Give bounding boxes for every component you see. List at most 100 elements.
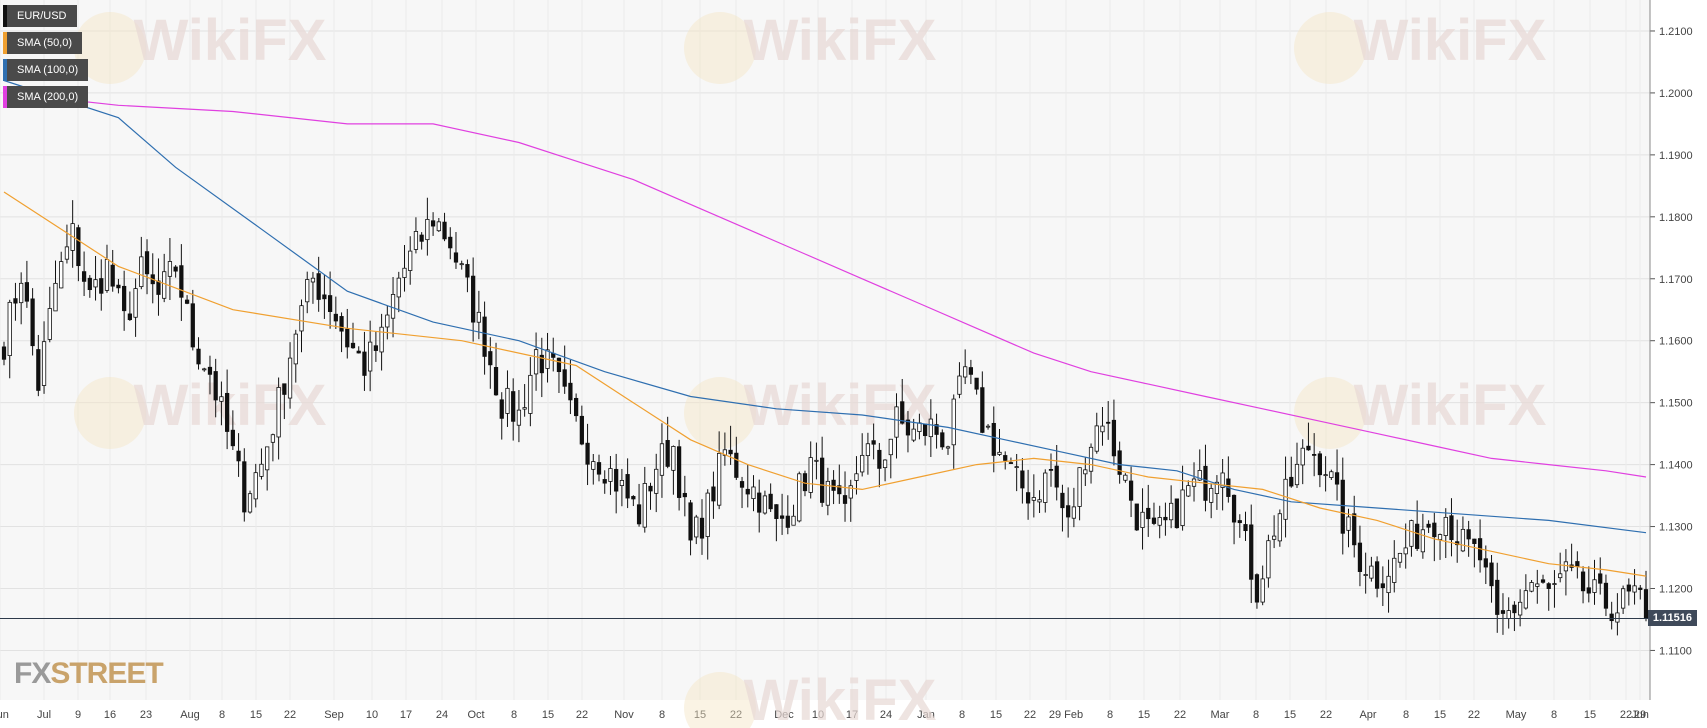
candle-body: [184, 299, 190, 304]
candle-body: [1403, 547, 1408, 555]
legend-symbol[interactable]: EUR/USD: [3, 5, 77, 27]
candle-body: [1363, 574, 1368, 576]
candle: [1214, 475, 1220, 510]
candle-body: [860, 454, 865, 473]
candle: [860, 433, 865, 477]
sma50-swatch: [3, 32, 7, 54]
candle: [682, 475, 687, 517]
candle-body: [1512, 604, 1517, 614]
candle: [1060, 484, 1065, 532]
candle: [93, 255, 98, 301]
x-tick-label: 22: [576, 709, 588, 721]
candle-body: [305, 279, 310, 303]
candle: [1249, 504, 1254, 604]
x-tick-label: Aug: [180, 709, 200, 721]
candle-body: [980, 387, 985, 433]
candle: [270, 433, 276, 462]
candle: [556, 357, 562, 393]
y-tick-label: 1.1400: [1659, 460, 1693, 472]
candle: [877, 442, 882, 488]
candle: [676, 439, 682, 511]
x-tick-label: Sep: [324, 709, 344, 721]
candle: [1586, 566, 1591, 603]
candle-body: [1237, 520, 1242, 524]
candle: [1615, 593, 1620, 636]
x-tick-label: 8: [511, 709, 517, 721]
candle-body: [265, 446, 270, 471]
candle-body: [1369, 565, 1374, 579]
candle-body: [408, 250, 413, 271]
legend-sma200[interactable]: SMA (200,0): [3, 86, 89, 108]
candle-body: [568, 382, 573, 401]
candle: [1294, 442, 1300, 488]
x-tick-label: Jan: [917, 709, 935, 721]
candle-body: [522, 407, 527, 410]
candle: [184, 295, 190, 305]
candle: [820, 436, 825, 507]
candle: [522, 384, 527, 417]
candle: [1626, 578, 1631, 606]
candle-body: [963, 366, 968, 378]
candle-body: [785, 515, 790, 528]
candle: [1043, 469, 1048, 513]
candle: [1260, 565, 1265, 606]
legend-sma50-label: SMA (50,0): [17, 37, 73, 49]
candle-body: [1083, 469, 1088, 475]
legend-sma100[interactable]: SMA (100,0): [3, 59, 89, 81]
candle-body: [688, 502, 693, 541]
x-tick-label: 15: [1434, 709, 1446, 721]
candle: [396, 271, 401, 313]
candle: [1638, 584, 1643, 600]
candle: [356, 346, 361, 354]
candle: [1031, 474, 1036, 518]
candle: [1329, 469, 1334, 480]
candle-body: [1146, 507, 1151, 520]
candle: [1048, 453, 1054, 487]
candle: [1151, 502, 1157, 526]
candle-body: [1638, 587, 1643, 590]
candle-body: [762, 495, 768, 514]
candle-body: [482, 316, 487, 357]
candle-body: [837, 485, 842, 495]
legend-sma50[interactable]: SMA (50,0): [3, 32, 83, 54]
candle-body: [1529, 582, 1534, 592]
candle: [1552, 570, 1557, 608]
candle-body: [99, 278, 104, 294]
candle: [402, 245, 407, 292]
candle-body: [190, 303, 195, 348]
candle: [425, 197, 430, 256]
candle-body: [287, 357, 293, 399]
candle: [436, 218, 441, 233]
candle: [900, 378, 905, 425]
candle-body: [1289, 476, 1294, 487]
candle: [276, 377, 281, 460]
candle-body: [1609, 613, 1614, 622]
candle-body: [162, 271, 167, 299]
candle: [1066, 487, 1071, 538]
candle: [488, 337, 493, 389]
candle-body: [1603, 582, 1609, 609]
candle-body: [574, 397, 579, 417]
candle: [1306, 422, 1311, 451]
candle: [1312, 433, 1317, 477]
candle: [362, 331, 367, 391]
candle: [1518, 589, 1523, 627]
candle: [1489, 555, 1494, 603]
candle: [1237, 514, 1242, 538]
candle-body: [1334, 472, 1340, 485]
candle-body: [802, 473, 808, 492]
candle-body: [1563, 561, 1569, 572]
x-tick-label: 8: [659, 709, 665, 721]
candle-body: [1266, 540, 1271, 579]
candle: [711, 471, 716, 519]
watermark-logo: [1294, 377, 1366, 449]
candle-body: [1518, 601, 1523, 616]
candle-body: [476, 311, 481, 323]
candle-body: [1214, 481, 1220, 494]
candle: [322, 274, 327, 319]
candle: [533, 332, 539, 391]
candle-body: [814, 459, 819, 462]
candle-body: [1506, 610, 1511, 619]
candle-body: [1163, 516, 1168, 521]
